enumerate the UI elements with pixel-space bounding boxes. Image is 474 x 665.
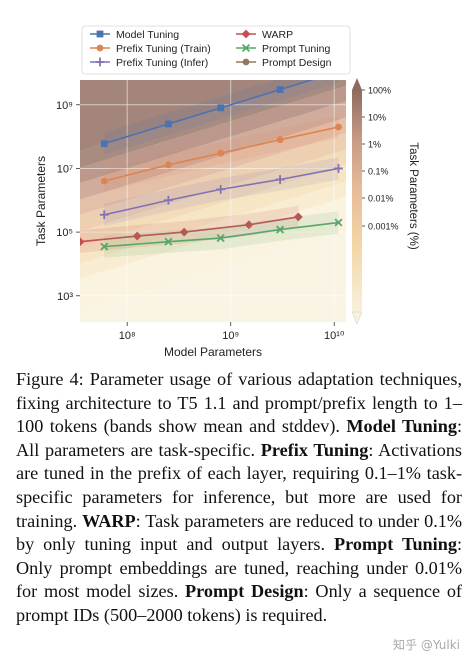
parameter-usage-chart: 10⁸ 10⁹ 10¹⁰ 10³ 10⁵ 10⁷ 10⁹ Model Parameters Ta… <box>34 25 419 359</box>
y-tick-label: 10⁷ <box>57 163 73 175</box>
colorbar: 100% 10% 1% 0.1% 0.01% 0.001% Task Parameters … <box>351 78 419 325</box>
x-tick-label: 10¹⁰ <box>324 330 345 342</box>
data-point <box>216 234 225 243</box>
data-point <box>99 210 109 220</box>
series-2 <box>99 157 343 226</box>
data-point <box>334 218 343 227</box>
percentage-band <box>80 80 346 168</box>
caption-term: Prompt Design <box>185 581 304 602</box>
series-4 <box>100 211 343 258</box>
caption-term: WARP <box>82 510 136 531</box>
data-point <box>293 212 303 222</box>
x-tick-label: 10⁸ <box>119 330 136 342</box>
watermark: 知乎 @Yulki <box>393 638 460 652</box>
data-point <box>100 140 108 148</box>
caption-term: Prompt Tuning <box>334 534 457 555</box>
data-point <box>100 177 108 185</box>
series-band <box>104 80 339 155</box>
series-0 <box>100 80 339 155</box>
y-tick-label: 10³ <box>57 291 73 303</box>
gridlines <box>80 80 346 322</box>
colorbar-tick-label: 1% <box>368 140 381 150</box>
data-point <box>100 242 109 251</box>
colorbar-bottom-arrow <box>351 311 363 325</box>
data-point <box>276 136 284 144</box>
caption-text: : Only prompt embeddings are tuned, reac… <box>16 534 462 602</box>
colorbar-top-arrow <box>352 78 362 90</box>
y-tick-label: 10⁵ <box>56 227 73 239</box>
y-tick-label: 10⁹ <box>56 100 73 112</box>
data-point <box>241 29 251 39</box>
data-point <box>164 120 172 128</box>
legend: Model Tuning Prefix Tuning (Train) Prefix … <box>81 25 351 75</box>
percentage-band <box>80 132 346 232</box>
percentage-band <box>80 101 346 200</box>
colorbar-label: Task Parameters (%) <box>407 142 419 250</box>
data-point <box>276 225 285 234</box>
percentage-band <box>80 181 346 279</box>
percentage-band <box>80 196 346 311</box>
data-point <box>80 237 85 247</box>
colorbar-tick-label: 10% <box>368 113 386 123</box>
caption-text: : Activations are tuned in the prefix of… <box>16 439 462 531</box>
data-point <box>275 175 285 184</box>
legend-label: Prompt Design <box>262 57 332 69</box>
series-3 <box>80 205 303 253</box>
data-point <box>244 220 254 230</box>
axes: 10⁸ 10⁹ 10¹⁰ 10³ 10⁵ 10⁷ 10⁹ Model Parameters Ta… <box>34 100 345 359</box>
caption-text: Figure 4: Parameter usage of various ada… <box>16 369 462 437</box>
percentage-band <box>80 85 346 183</box>
legend-label: WARP <box>262 29 293 41</box>
series-band <box>104 211 339 258</box>
data-point <box>217 104 225 112</box>
caption-text: : Only a sequence of prompt IDs (500–200… <box>16 581 462 625</box>
percentage-bands <box>80 80 346 322</box>
figure-caption: Figure 4: Parameter usage of various ada… <box>16 368 462 628</box>
colorbar-tick-label: 0.001% <box>368 222 399 232</box>
data-point <box>242 58 250 66</box>
colorbar-gradient <box>352 90 362 312</box>
data-point <box>163 195 173 205</box>
y-axis-label: Task Parameters <box>34 156 48 246</box>
data-point <box>179 227 189 237</box>
data-point <box>164 161 172 169</box>
chart-svg: 10⁸ 10⁹ 10¹⁰ 10³ 10⁵ 10⁷ 10⁹ Model Parameters Ta… <box>34 25 419 359</box>
legend-label: Prefix Tuning (Infer) <box>116 57 208 69</box>
series-1 <box>100 115 342 193</box>
series-layer <box>80 80 343 258</box>
data-point <box>334 164 343 173</box>
caption-text: : All parameters are task-specific. <box>16 416 463 460</box>
legend-label: Prefix Tuning (Train) <box>116 43 211 55</box>
legend-box <box>81 25 351 75</box>
data-point <box>217 149 225 157</box>
caption-term: Model Tuning <box>346 416 457 437</box>
data-point <box>335 123 342 131</box>
data-point <box>132 231 142 241</box>
series-band <box>80 205 299 253</box>
data-point <box>96 30 104 38</box>
data-point <box>96 44 104 52</box>
x-axis-label: Model Parameters <box>164 345 262 359</box>
legend-label: Prompt Tuning <box>262 43 330 55</box>
data-point <box>216 184 226 194</box>
data-point <box>276 86 284 93</box>
colorbar-tick-label: 0.1% <box>368 167 389 177</box>
colorbar-tick-label: 100% <box>368 86 391 96</box>
x-tick-label: 10⁹ <box>222 330 239 342</box>
legend-label: Model Tuning <box>116 29 179 41</box>
data-point <box>241 43 251 53</box>
caption-term: Prefix Tuning <box>260 439 369 460</box>
colorbar-tick-label: 0.01% <box>368 194 394 204</box>
data-point <box>95 57 105 67</box>
percentage-band <box>80 164 346 264</box>
plot-haze <box>80 80 346 322</box>
caption-text: : Task parameters are reduced to under 0… <box>16 510 462 555</box>
percentage-band <box>80 149 346 247</box>
data-point <box>164 237 173 246</box>
